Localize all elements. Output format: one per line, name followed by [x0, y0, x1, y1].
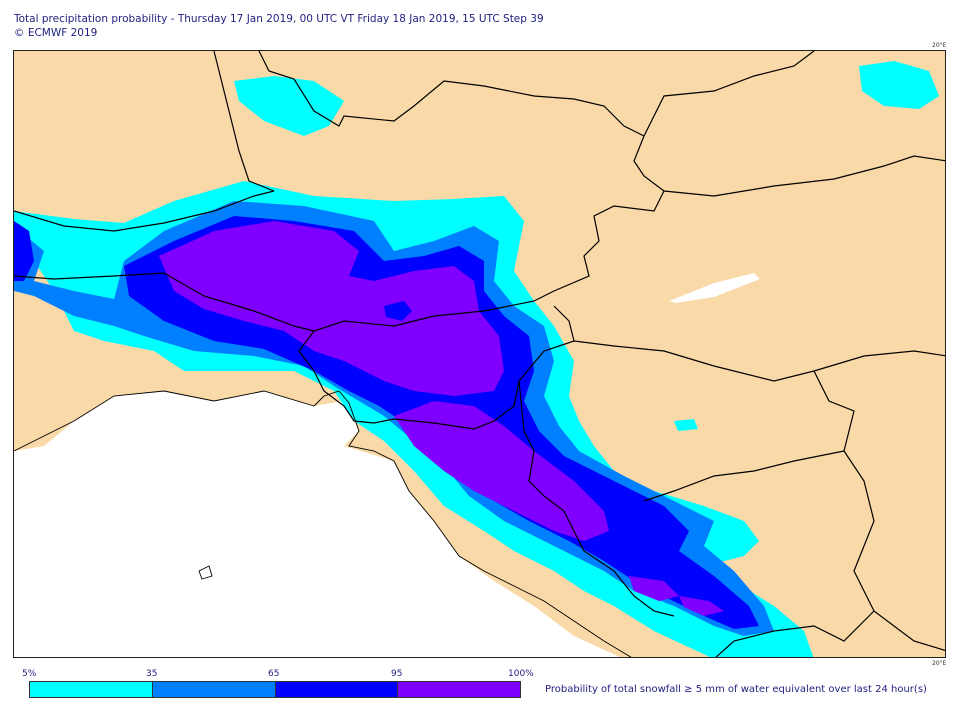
prob-band-purple: [159, 221, 504, 396]
prob-blob-cyan-small: [674, 419, 698, 431]
legend-caption: Probability of total snowfall ≥ 5 mm of …: [545, 684, 927, 695]
legend-bin-purple: [398, 682, 520, 697]
prob-blob-cyan-nw: [234, 76, 344, 136]
legend-tick: 95: [391, 669, 403, 679]
map-canvas: [14, 51, 945, 657]
adriatic-sea: [14, 391, 620, 657]
prob-blob-cyan-ne: [859, 61, 939, 109]
prob-blob-purple-se2: [679, 596, 724, 616]
legend-colorbar: [29, 681, 521, 698]
prob-blob-purple-mid: [394, 401, 609, 541]
prob-hole-darkblue: [384, 301, 412, 321]
legend-tick: 35: [146, 669, 158, 679]
map-title: Total precipitation probability - Thursd…: [14, 13, 544, 25]
prob-blob-darkblue-w: [14, 221, 34, 281]
legend-tick: 65: [268, 669, 280, 679]
copyright-text: © ECMWF 2019: [14, 27, 98, 39]
political-borders: [14, 51, 945, 657]
map-panel: [13, 50, 946, 658]
legend-tick: 5%: [22, 669, 37, 679]
legend-bin-blue: [152, 682, 276, 697]
longitude-label-top: 20°E: [932, 42, 947, 49]
legend-tick-labels: 5% 35 65 95 100%: [0, 669, 960, 681]
legend-bin-cyan: [30, 682, 153, 697]
lake-balaton: [669, 273, 760, 303]
prob-blob-purple-se: [629, 576, 679, 601]
legend-tick: 100%: [508, 669, 534, 679]
longitude-label-bottom: 20°E: [932, 660, 947, 667]
coastline: [14, 390, 632, 657]
legend-bin-darkblue: [275, 682, 399, 697]
